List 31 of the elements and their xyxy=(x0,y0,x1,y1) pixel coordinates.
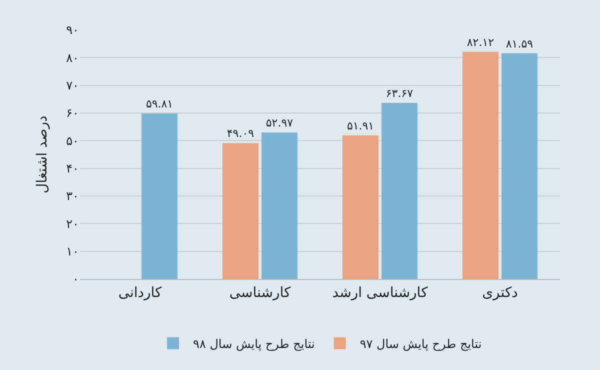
y-tick-label: ۸۰ xyxy=(66,50,79,65)
bar xyxy=(222,143,258,279)
y-tick-label: ۹۰ xyxy=(66,23,79,38)
bar xyxy=(462,52,498,279)
legend-label: نتایج طرح پایش سال ۹۸ xyxy=(193,336,315,351)
bar xyxy=(502,53,538,279)
y-tick-label: ۵۰ xyxy=(66,134,79,148)
bar xyxy=(382,102,418,279)
bar xyxy=(262,132,298,279)
data-label: ۵۲.۹۷ xyxy=(266,116,294,130)
x-tick-label: کارشناسی xyxy=(229,284,291,301)
y-tick-label: ۱۰ xyxy=(66,244,79,259)
bar xyxy=(342,135,378,279)
y-tick-label: ۴۰ xyxy=(66,162,79,176)
data-label: ۴۹.۰۹ xyxy=(226,127,254,140)
x-tick-label: دکتری xyxy=(482,284,518,301)
y-axis-title: درصد اشتغال xyxy=(34,116,51,194)
data-label: ۸۱.۵۹ xyxy=(506,37,534,50)
data-label: ۵۱.۹۱ xyxy=(346,119,374,132)
bar xyxy=(142,114,178,279)
x-tick-label: کاردانی xyxy=(118,284,162,301)
legend-label: نتایج طرح پایش سال ۹۷ xyxy=(360,336,482,351)
data-label: ۵۹.۸۱ xyxy=(146,98,174,111)
y-tick-label: ۶۰ xyxy=(66,106,79,120)
data-label: ۶۳.۶۷ xyxy=(386,86,414,100)
y-tick-label: ۳۰ xyxy=(66,189,79,204)
y-tick-label: ۲۰ xyxy=(66,216,79,231)
y-tick-label: ۷۰ xyxy=(66,78,79,93)
y-tick-label: ۰ xyxy=(72,272,79,286)
data-label: ۸۲.۱۲ xyxy=(466,36,494,49)
x-tick-label: کارشناسی ارشد xyxy=(332,284,428,301)
